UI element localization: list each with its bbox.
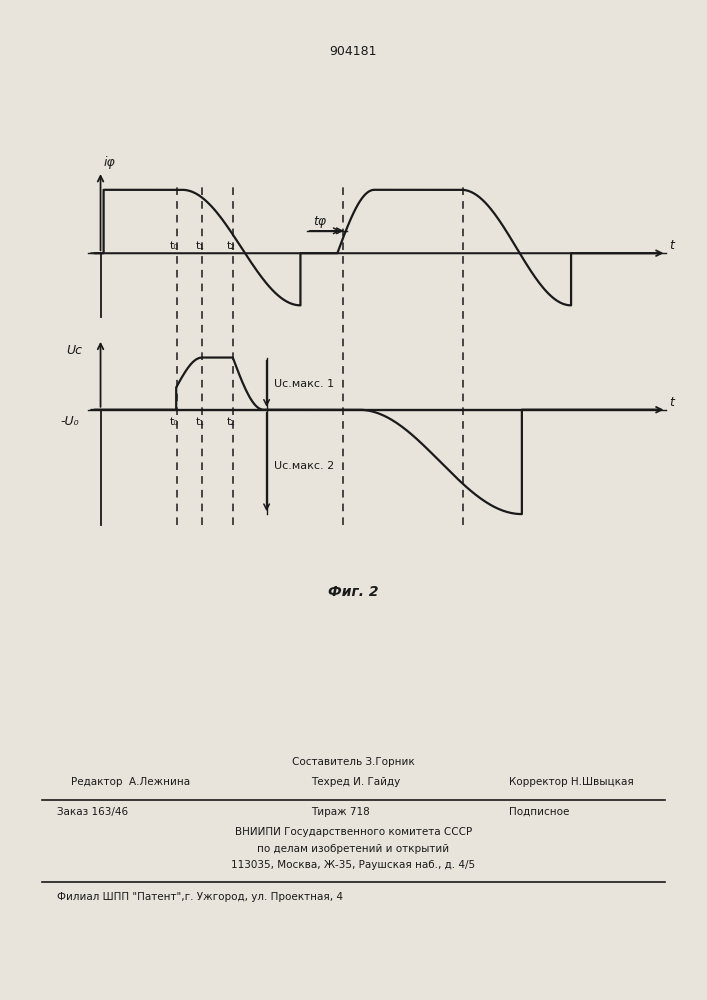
Text: tφ: tφ <box>314 215 327 228</box>
Text: Заказ 163/46: Заказ 163/46 <box>57 807 128 817</box>
Text: по делам изобретений и открытий: по делам изобретений и открытий <box>257 844 450 854</box>
Text: Тираж 718: Тираж 718 <box>311 807 370 817</box>
Text: 113035, Москва, Ж-35, Раушская наб., д. 4/5: 113035, Москва, Ж-35, Раушская наб., д. … <box>231 860 476 870</box>
Text: t: t <box>670 396 674 409</box>
Text: Фиг. 2: Фиг. 2 <box>328 585 379 599</box>
Text: Подписное: Подписное <box>509 807 569 817</box>
Text: 904181: 904181 <box>329 45 378 58</box>
Text: Uс.макс. 1: Uс.макс. 1 <box>274 379 334 389</box>
Text: Техред И. Гайду: Техред И. Гайду <box>311 777 400 787</box>
Text: t₀: t₀ <box>170 241 178 251</box>
Text: t₂: t₂ <box>227 417 235 427</box>
Text: t₁: t₁ <box>196 241 205 251</box>
Text: t₀: t₀ <box>170 417 178 427</box>
Text: t₁: t₁ <box>196 417 205 427</box>
Text: Редактор  А.Лежнина: Редактор А.Лежнина <box>71 777 189 787</box>
Text: Uс.макс. 2: Uс.макс. 2 <box>274 461 334 471</box>
Text: ВНИИПИ Государственного комитета СССР: ВНИИПИ Государственного комитета СССР <box>235 827 472 837</box>
Text: t₂: t₂ <box>227 241 235 251</box>
Text: -U₀: -U₀ <box>61 415 79 428</box>
Text: Uс: Uс <box>66 344 83 357</box>
Text: Филиал ШПП "Патент",г. Ужгород, ул. Проектная, 4: Филиал ШПП "Патент",г. Ужгород, ул. Прое… <box>57 892 343 902</box>
Text: iφ: iφ <box>104 156 115 169</box>
Text: Составитель З.Горник: Составитель З.Горник <box>292 757 415 767</box>
Text: t: t <box>670 239 674 252</box>
Text: Корректор Н.Швыцкая: Корректор Н.Швыцкая <box>509 777 633 787</box>
